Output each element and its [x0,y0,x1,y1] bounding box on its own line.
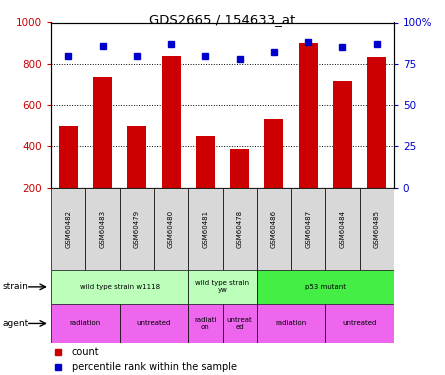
Bar [325,304,394,343]
Bar [299,43,318,188]
Bar [51,304,120,343]
Bar [127,126,146,188]
Bar [222,188,257,270]
Text: GDS2665 / 154633_at: GDS2665 / 154633_at [150,13,295,26]
Text: GSM60487: GSM60487 [305,210,311,248]
Text: radiation: radiation [70,320,101,326]
Bar [196,136,215,188]
Bar [162,56,181,188]
Text: GSM60484: GSM60484 [340,210,345,248]
Text: radiation: radiation [275,320,307,326]
Text: GSM60481: GSM60481 [202,210,208,248]
Text: untreat
ed: untreat ed [227,317,252,330]
Text: GSM60486: GSM60486 [271,210,277,248]
Text: radiati
on: radiati on [194,317,217,330]
Bar [325,188,360,270]
Text: GSM60478: GSM60478 [237,210,243,248]
Bar [367,57,386,188]
Bar [264,119,283,188]
Bar [51,188,85,270]
Bar [120,304,188,343]
Text: percentile rank within the sample: percentile rank within the sample [72,362,237,372]
Bar [188,270,257,304]
Bar [51,270,188,304]
Bar [188,188,222,270]
Text: count: count [72,347,99,357]
Bar [230,149,249,188]
Text: GSM60483: GSM60483 [100,210,105,248]
Bar [222,304,257,343]
Text: GSM60479: GSM60479 [134,210,140,248]
Bar [291,188,325,270]
Text: agent: agent [2,319,28,328]
Text: p53 mutant: p53 mutant [305,284,346,290]
Bar [120,188,154,270]
Text: untreated: untreated [137,320,171,326]
Bar [154,188,188,270]
Bar [360,188,394,270]
Bar [257,270,394,304]
Text: GSM60482: GSM60482 [65,210,71,248]
Bar [85,188,120,270]
Bar [93,77,112,188]
Text: wild type strain
yw: wild type strain yw [195,280,250,293]
Bar [257,188,291,270]
Bar [188,304,222,343]
Text: GSM60480: GSM60480 [168,210,174,248]
Text: wild type strain w1118: wild type strain w1118 [80,284,160,290]
Bar [59,126,78,188]
Text: strain: strain [2,282,28,291]
Bar [257,304,325,343]
Text: untreated: untreated [342,320,377,326]
Bar [333,81,352,188]
Text: GSM60485: GSM60485 [374,210,380,248]
